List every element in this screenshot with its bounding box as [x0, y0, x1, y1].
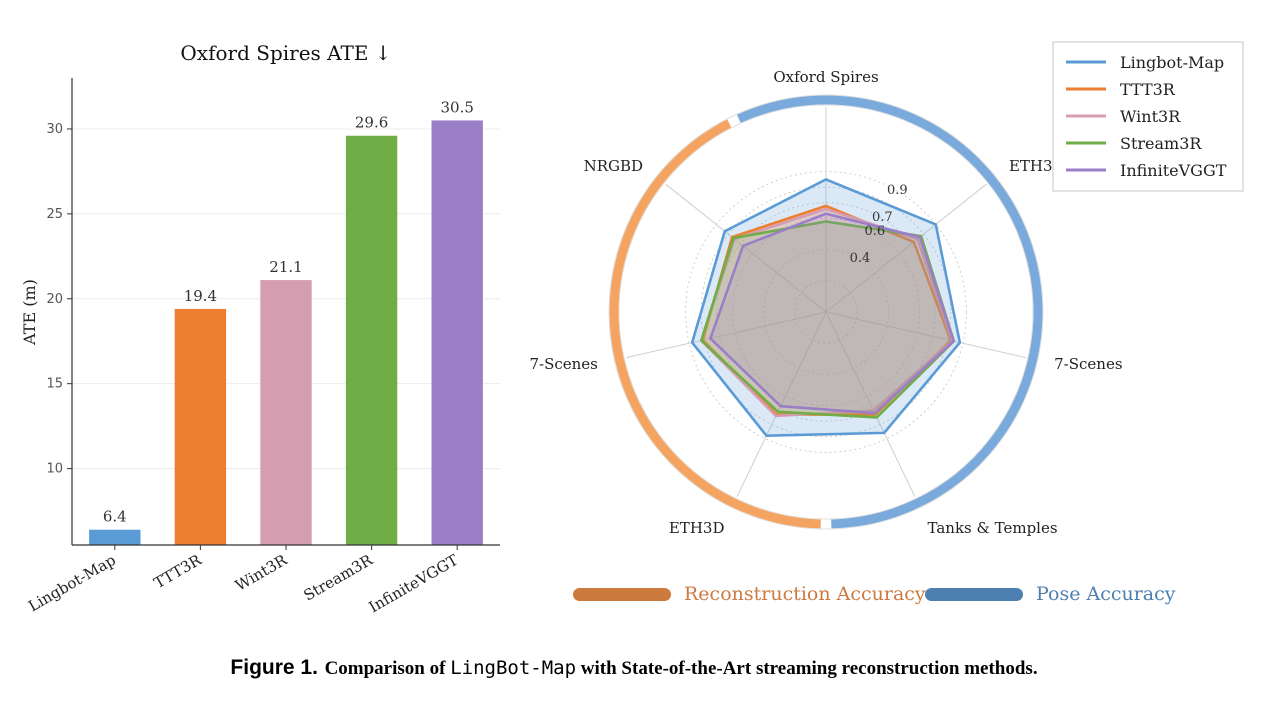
- bar-data-label: 6.4: [103, 508, 127, 526]
- bar-data-label: 19.4: [184, 287, 217, 305]
- radar-series: [690, 178, 962, 437]
- radar-spoke: [665, 183, 827, 313]
- bar-chart-title: Oxford Spires ATE ↓: [180, 41, 391, 65]
- reconstruction-legend-label: Reconstruction Accuracy: [684, 583, 926, 605]
- bar-y-axis-label: ATE (m): [20, 279, 39, 346]
- bar-ttt3r: [174, 308, 227, 545]
- reconstruction-legend-swatch: [573, 588, 671, 601]
- bar-x-tick-label: Wint3R: [232, 551, 291, 595]
- radar-axis-label: ETH3D: [1009, 157, 1065, 175]
- bar-data-label: 21.1: [269, 258, 302, 276]
- radar-series-lingbot-map: [690, 178, 962, 437]
- bar-x-tick-label: Lingbot-Map: [25, 551, 119, 615]
- bar-y-tick-label: 10: [46, 462, 63, 477]
- radar-axis-label: 7-Scenes: [1054, 355, 1122, 373]
- bar-data-label: 29.6: [355, 114, 388, 132]
- radar-r-tick-label: 0.9: [887, 183, 908, 198]
- caption-text-after: with State-of-the-Art streaming reconstr…: [576, 658, 1038, 679]
- legend-label: Wint3R: [1120, 107, 1181, 126]
- radar-group-ring: [608, 94, 1044, 530]
- radar-r-tick-label: 0.4: [850, 251, 871, 266]
- radar-spoke: [825, 311, 916, 497]
- radar-axis-label: NRGBD: [584, 157, 643, 175]
- ring-outer-edge: [608, 94, 1044, 530]
- radar-axis-label: Oxford Spires: [773, 68, 878, 86]
- radar-grid-circle: [716, 202, 936, 422]
- radar-r-tick-label: 0.6: [865, 224, 886, 239]
- caption-text-before: Comparison of: [324, 658, 451, 679]
- radar-axis-label: ETH3D: [669, 519, 725, 537]
- bar-data-labels: 6.4 19.4 21.1 29.6 30.5: [103, 98, 474, 525]
- radar-grid-circle: [763, 249, 889, 375]
- bar-y-tick-label: 20: [46, 292, 63, 307]
- series-legend: Lingbot-Map TTT3R Wint3R Stream3R InfiniteVG…: [1052, 41, 1244, 192]
- figure-canvas: Oxford Spires ATE ↓ ATE (m) 10 15 20 25 30 6…: [20, 41, 1244, 616]
- legend-label: Lingbot-Map: [1120, 53, 1224, 72]
- legend-label: InfiniteVGGT: [1120, 161, 1227, 180]
- legend-label: Stream3R: [1120, 134, 1202, 153]
- pose-accuracy-ring: [736, 95, 1043, 529]
- pose-legend-label: Pose Accuracy: [1036, 583, 1176, 605]
- pose-legend-swatch: [925, 588, 1023, 601]
- bar-x-tick-label: Stream3R: [300, 551, 376, 605]
- bar-y-tick-label: 30: [46, 122, 63, 137]
- group-legend: Reconstruction Accuracy Pose Accuracy: [573, 583, 1176, 605]
- radar-r-tick-label: 0.7: [872, 210, 893, 225]
- bar-x-tick-label: InfiniteVGGT: [366, 551, 461, 616]
- bar-chart: Oxford Spires ATE ↓ ATE (m) 10 15 20 25 30 6…: [20, 41, 500, 616]
- radar-spoke: [626, 311, 827, 359]
- bar-x-ticks: Lingbot-Map TTT3R Wint3R Stream3RInfiniteVG…: [25, 545, 461, 616]
- bar-data-label: 30.5: [440, 98, 473, 116]
- bar-wint3r: [260, 280, 312, 545]
- radar-spoke: [825, 183, 987, 313]
- bar-stream3r: [345, 135, 398, 546]
- bar-y-tick-label: 25: [46, 207, 63, 222]
- bar-series: [89, 120, 483, 546]
- radar-series-infinitevggt: [709, 212, 956, 415]
- ring-inner-edge: [618, 104, 1034, 520]
- bar-y-tick-label: 15: [46, 377, 63, 392]
- radar-spokes: [626, 107, 1026, 497]
- figure-caption: Figure 1. Comparison of LingBot-Map with…: [0, 656, 1268, 680]
- radar-spoke: [825, 311, 1026, 359]
- bar-x-tick-label: TTT3R: [151, 551, 205, 593]
- caption-code: LingBot-Map: [450, 657, 577, 679]
- bar-infinitevggt: [431, 120, 483, 546]
- caption-label: Figure 1.: [230, 656, 318, 679]
- radar-axis-label: Tanks & Temples: [928, 519, 1058, 537]
- radar-axis-label: 7-Scenes: [529, 355, 597, 373]
- bar-lingbot-map: [89, 529, 141, 545]
- radar-chart: 0.4 0.60.7 0.9 Oxford Spires ETH3D 7-Scenes T…: [529, 68, 1122, 537]
- radar-axis-labels: Oxford Spires ETH3D 7-Scenes Tanks & Temple…: [529, 68, 1122, 537]
- legend-label: TTT3R: [1120, 80, 1176, 99]
- radar-r-ticks: 0.4 0.60.7 0.9: [850, 183, 908, 266]
- radar-spoke: [736, 311, 827, 497]
- reconstruction-accuracy-ring: [609, 119, 821, 529]
- bar-y-ticks: 10 15 20 25 30: [46, 122, 72, 477]
